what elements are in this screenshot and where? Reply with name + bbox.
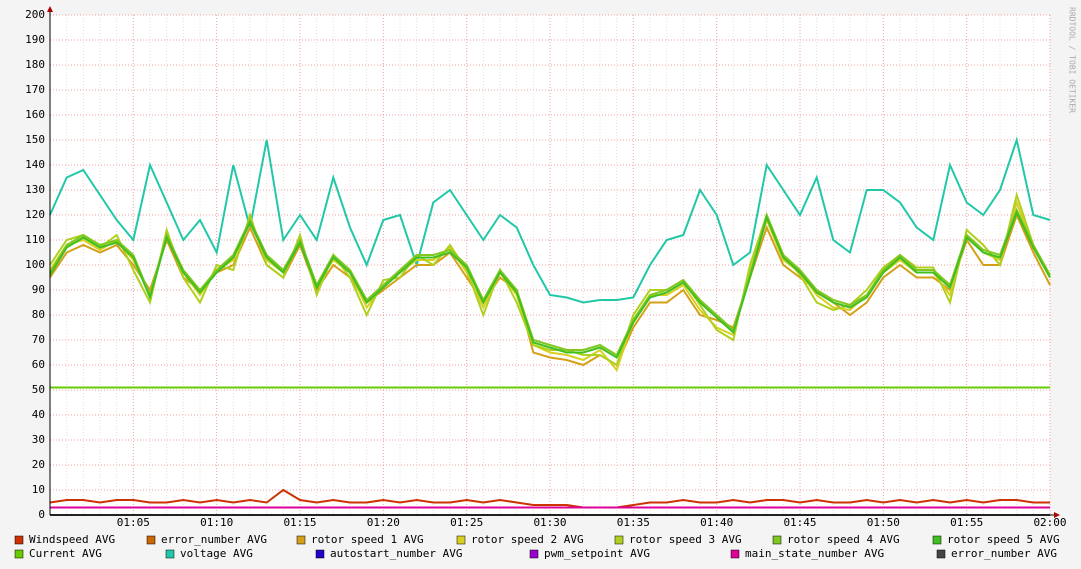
x-tick-label: 01:45: [783, 516, 816, 529]
y-tick-label: 60: [32, 358, 45, 371]
watermark: RRDTOOL / TOBI OETIKER: [1068, 7, 1077, 113]
x-tick-label: 01:40: [700, 516, 733, 529]
x-tick-label: 01:55: [950, 516, 983, 529]
y-tick-label: 140: [25, 158, 45, 171]
y-tick-label: 200: [25, 8, 45, 21]
series-line: [49, 488, 1050, 509]
legend-label: rotor speed 4 AVG: [787, 533, 900, 546]
y-tick-label: 0: [38, 508, 45, 521]
series-line: [49, 191, 1051, 367]
legend-swatch: [165, 549, 175, 559]
legend-swatch: [730, 549, 740, 559]
y-tick-label: 160: [25, 108, 45, 121]
x-tick-label: 01:20: [367, 516, 400, 529]
legend-swatch: [772, 535, 782, 545]
series-line: [49, 207, 1051, 357]
legend-swatch: [456, 535, 466, 545]
y-tick-label: 70: [32, 333, 45, 346]
y-tick-label: 20: [32, 458, 45, 471]
x-tick-label: 01:15: [283, 516, 316, 529]
x-tick-label: 02:00: [1033, 516, 1066, 529]
legend-label: Windspeed AVG: [29, 533, 115, 546]
y-tick-label: 80: [32, 308, 45, 321]
axis-arrow: [1054, 512, 1060, 518]
legend-swatch: [614, 535, 624, 545]
legend-label: rotor speed 1 AVG: [311, 533, 424, 546]
x-tick-label: 01:10: [200, 516, 233, 529]
x-tick-label: 01:30: [533, 516, 566, 529]
legend: Windspeed AVG error_number AVG rotor speed…: [14, 533, 1060, 560]
y-tick-label: 190: [25, 33, 45, 46]
y-tick-label: 50: [32, 383, 45, 396]
y-tick-label: 180: [25, 58, 45, 71]
legend-label: autostart_number AVG: [330, 547, 462, 560]
y-tick-label: 170: [25, 83, 45, 96]
legend-label: error_number AVG: [951, 547, 1057, 560]
y-tick-label: 30: [32, 433, 45, 446]
x-tick-label: 01:35: [617, 516, 650, 529]
legend-label: error_number AVG: [161, 533, 267, 546]
y-tick-label: 90: [32, 283, 45, 296]
x-tick-label: 01:05: [117, 516, 150, 529]
legend-label: main_state_number AVG: [745, 547, 884, 560]
y-tick-label: 120: [25, 208, 45, 221]
x-tick-label: 01:25: [450, 516, 483, 529]
legend-swatch: [146, 535, 156, 545]
legend-swatch: [14, 549, 24, 559]
legend-label: rotor speed 3 AVG: [629, 533, 742, 546]
legend-swatch: [14, 535, 24, 545]
legend-label: rotor speed 2 AVG: [471, 533, 584, 546]
y-tick-label: 130: [25, 183, 45, 196]
y-tick-label: 110: [25, 233, 45, 246]
legend-swatch: [932, 535, 942, 545]
legend-swatch: [296, 535, 306, 545]
series-line: [49, 209, 1051, 359]
legend-swatch: [315, 549, 325, 559]
axis-arrow: [47, 6, 53, 12]
legend-label: voltage AVG: [180, 547, 253, 560]
legend-label: pwm_setpoint AVG: [544, 547, 650, 560]
y-tick-label: 40: [32, 408, 45, 421]
series-line: [49, 136, 1051, 304]
legend-label: rotor speed 5 AVG: [947, 533, 1060, 546]
legend-swatch: [529, 549, 539, 559]
y-tick-label: 10: [32, 483, 45, 496]
y-tick-label: 100: [25, 258, 45, 271]
x-tick-label: 01:50: [867, 516, 900, 529]
legend-label: Current AVG: [29, 547, 102, 560]
legend-swatch: [936, 549, 946, 559]
y-tick-label: 150: [25, 133, 45, 146]
